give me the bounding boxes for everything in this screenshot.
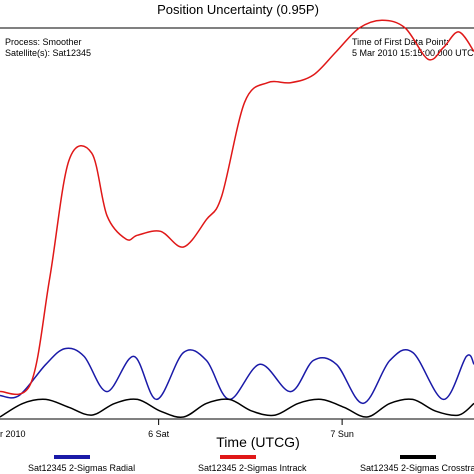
legend-label-3: Sat12345 2-Sigmas Crosstrack — [360, 463, 474, 473]
legend-swatch-1 — [54, 455, 90, 459]
first-data-point-value: 5 Mar 2010 15:15:00.000 UTCG — [352, 48, 474, 58]
x-tick-label: 7 Sun — [330, 429, 354, 439]
first-data-point-label: Time of First Data Point: — [352, 37, 449, 47]
x-tick-label: 6 Sat — [148, 429, 170, 439]
satellite-info-text: Satellite(s): Sat12345 — [5, 48, 91, 58]
legend-label-1: Sat12345 2-Sigmas Radial — [28, 463, 135, 473]
series-line-1 — [0, 347, 474, 405]
series-line-2 — [0, 19, 474, 396]
plot-frame — [0, 27, 474, 420]
x-axis-ticks: r 2010 6 Sat 7 Sun — [0, 419, 354, 439]
legend: Sat12345 2-Sigmas Radial Sat12345 2-Sigma… — [28, 455, 474, 473]
legend-swatch-2 — [220, 455, 256, 459]
x-tick-label: r 2010 — [0, 429, 26, 439]
series-layer — [0, 19, 474, 418]
chart-title: Position Uncertainty (0.95P) — [157, 2, 319, 17]
legend-label-2: Sat12345 2-Sigmas Intrack — [198, 463, 307, 473]
legend-swatch-3 — [400, 455, 436, 459]
process-info-text: Process: Smoother — [5, 37, 82, 47]
series-line-3 — [0, 398, 474, 418]
x-axis-label: Time (UTCG) — [216, 434, 299, 450]
